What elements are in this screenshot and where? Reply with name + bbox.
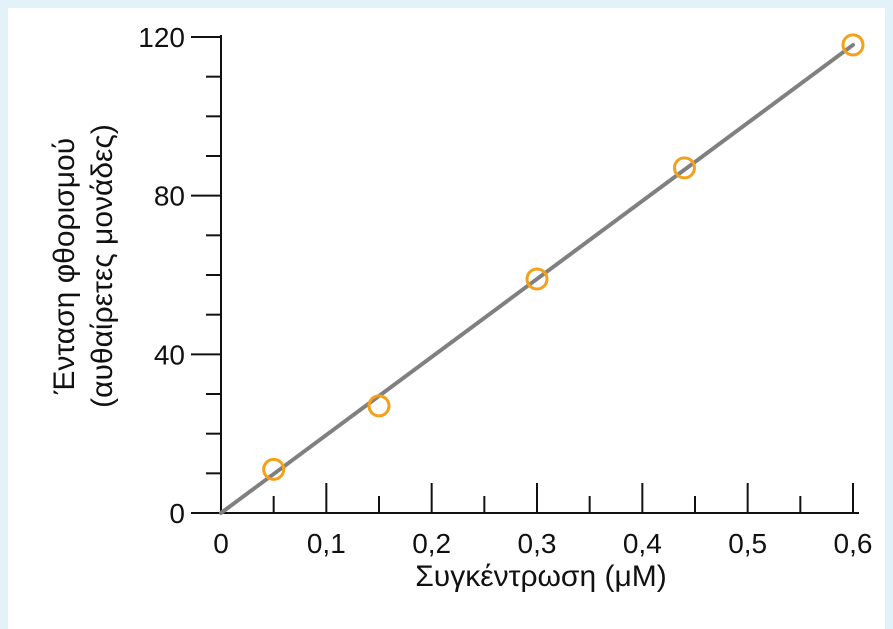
ticks: 0 0,1 0,2 0,3 0,4 0,5 0,6 0 40 80 120 bbox=[138, 22, 872, 559]
data-point bbox=[367, 394, 391, 418]
x-tick-label: 0,4 bbox=[623, 528, 662, 559]
fit-line-group bbox=[219, 42, 855, 515]
x-tick-label: 0,1 bbox=[307, 528, 346, 559]
data-point bbox=[525, 267, 549, 291]
y-tick-label: 120 bbox=[138, 22, 185, 53]
data-point bbox=[262, 457, 286, 481]
y-tick-label: 80 bbox=[154, 181, 185, 212]
y-axis-title-line1: Ένταση φθορισμού bbox=[48, 138, 81, 395]
y-tick-label: 40 bbox=[154, 339, 185, 370]
fit-line bbox=[219, 42, 855, 515]
y-tick-label: 0 bbox=[169, 498, 185, 529]
x-axis-title: Συγκέντρωση (μΜ) bbox=[415, 560, 666, 593]
x-tick-label: 0,5 bbox=[728, 528, 767, 559]
x-tick-label: 0,3 bbox=[518, 528, 557, 559]
data-point bbox=[841, 33, 865, 57]
x-tick-label: 0,6 bbox=[834, 528, 873, 559]
x-tick-label: 0 bbox=[213, 528, 229, 559]
x-tick-label: 0,2 bbox=[412, 528, 451, 559]
data-points bbox=[262, 33, 865, 481]
y-axis-title-line2: (αυθαίρετες μονάδες) bbox=[86, 124, 119, 408]
data-point bbox=[672, 156, 696, 180]
